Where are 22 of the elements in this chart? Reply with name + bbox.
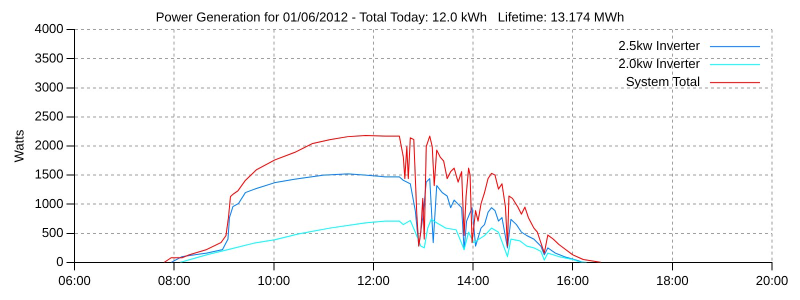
x-tick-label: 06:00 — [58, 272, 91, 288]
x-tick-label: 20:00 — [756, 272, 788, 288]
y-tick-label: 0 — [56, 254, 64, 269]
legend-label: 2.0kw Inverter — [618, 56, 701, 72]
y-tick-label: 1500 — [34, 166, 64, 182]
x-tick-label: 18:00 — [656, 272, 689, 288]
y-tick-label: 500 — [42, 224, 64, 240]
legend-label: System Total — [626, 74, 700, 90]
x-tick-label: 10:00 — [258, 272, 290, 288]
y-axis-title: Watts — [11, 129, 26, 162]
x-tick-label: 08:00 — [158, 272, 190, 288]
x-tick-label: 14:00 — [456, 272, 490, 288]
y-tick-label: 1000 — [34, 196, 64, 211]
y-tick-label: 2000 — [34, 138, 64, 153]
y-tick-label: 3500 — [34, 50, 64, 66]
y-tick-label: 4000 — [34, 21, 64, 36]
y-tick-label: 2500 — [34, 108, 64, 124]
chart-title: Power Generation for 01/06/2012 - Total Today: 12.0 kWh Lifetime: 13.174 MWh — [156, 9, 624, 24]
legend-label: 2.5kw Inverter — [618, 38, 701, 54]
x-tick-label: 16:00 — [556, 272, 589, 288]
x-tick-label: 12:00 — [357, 272, 390, 288]
y-tick-label: 3000 — [34, 79, 64, 94]
